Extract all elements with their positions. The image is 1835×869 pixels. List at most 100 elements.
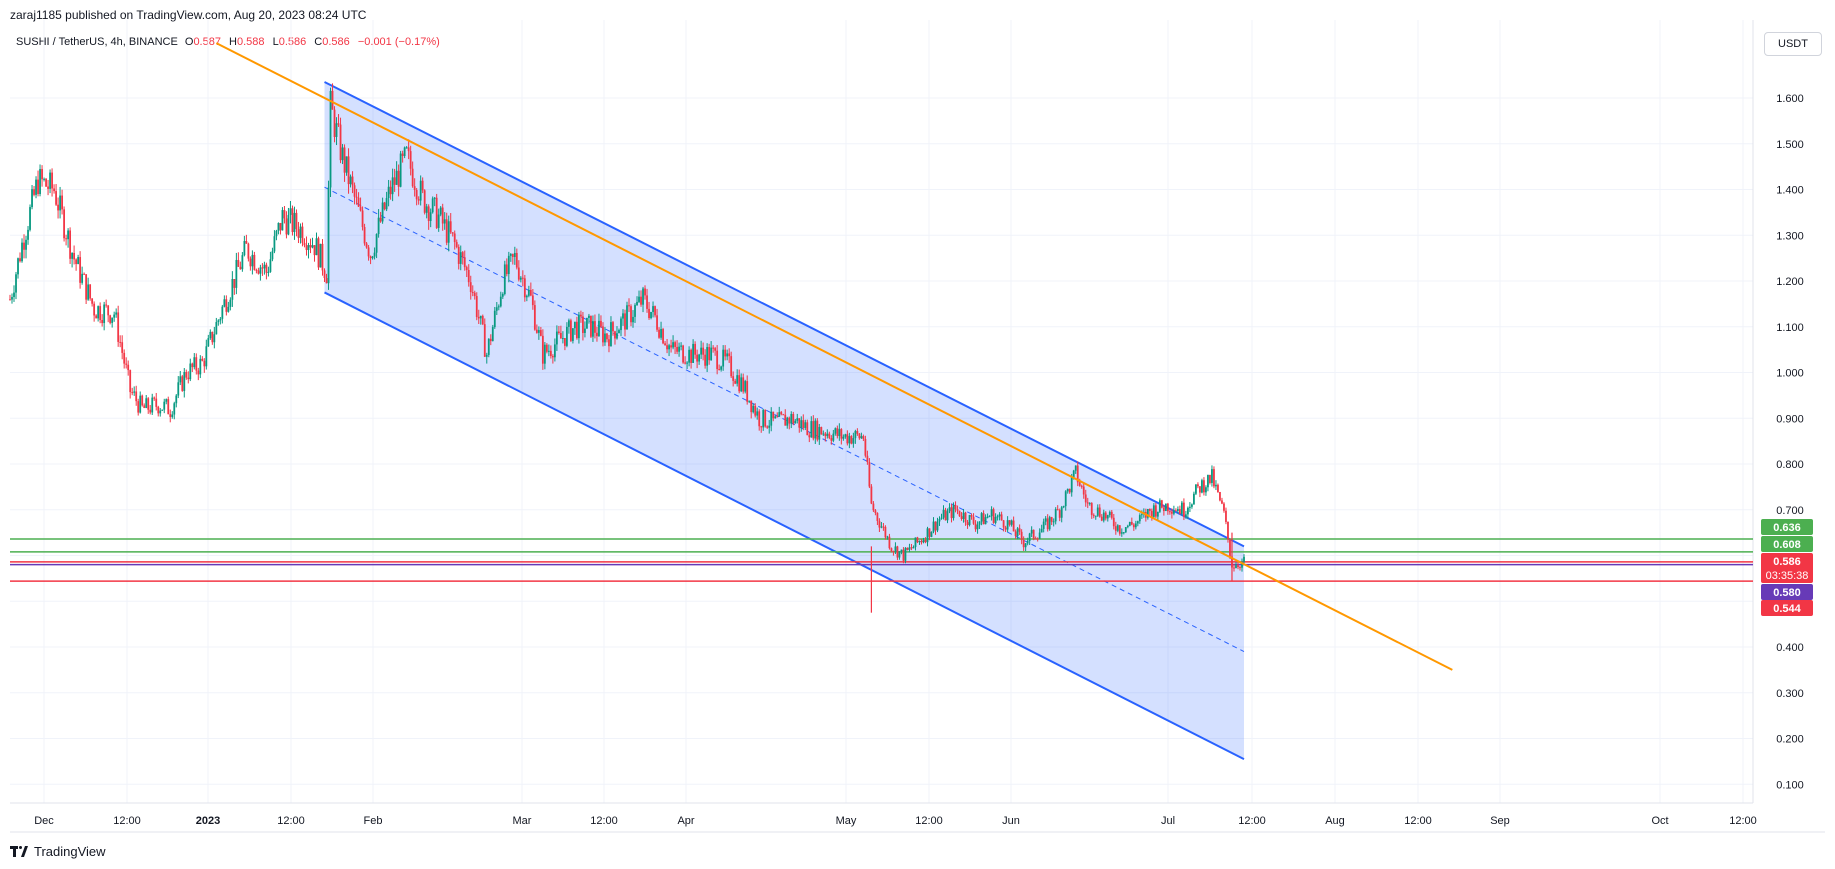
candle-body — [858, 433, 861, 439]
candle-body — [1074, 465, 1077, 471]
candle-body — [842, 436, 845, 439]
candle-body — [700, 347, 703, 355]
candle-body — [33, 189, 35, 195]
candle-body — [950, 507, 953, 519]
x-tick-label: 2023 — [196, 815, 220, 827]
candle-body — [475, 296, 478, 317]
candle-body — [892, 551, 895, 553]
candle-body — [998, 514, 1001, 517]
candle-body — [517, 267, 520, 280]
candle-body — [796, 418, 799, 421]
y-tick-label: 0.300 — [1776, 688, 1804, 700]
currency-button[interactable]: USDT — [1764, 32, 1822, 56]
candle-body — [221, 306, 224, 319]
candle-body — [904, 547, 907, 561]
candle-body — [383, 202, 386, 210]
candle-body — [828, 433, 831, 439]
candle-body — [1078, 482, 1081, 486]
low-value: 0.586 — [278, 36, 307, 48]
candle-body — [930, 531, 933, 537]
candle-body — [750, 400, 753, 413]
candle-body — [1148, 509, 1151, 511]
candle-body — [1112, 517, 1115, 527]
candle-body — [660, 329, 662, 338]
candle-body — [806, 422, 809, 436]
candle-body — [1239, 567, 1241, 569]
candle-body — [199, 358, 202, 375]
candle-body — [620, 318, 622, 331]
candle-body — [423, 190, 426, 213]
change-value: −0.001 (−0.17%) — [357, 36, 440, 48]
candle-body — [525, 295, 528, 298]
candle-body — [529, 289, 532, 296]
candle-body — [129, 370, 132, 393]
candle-body — [670, 345, 672, 348]
close-label: C — [314, 36, 323, 48]
candle-body — [313, 245, 316, 256]
candle-body — [163, 401, 166, 410]
candle-body — [1199, 486, 1201, 493]
candle-body — [1064, 491, 1067, 507]
candle-body — [189, 363, 192, 380]
candle-body — [786, 417, 789, 426]
candle-body — [846, 434, 849, 444]
candle-body — [1185, 514, 1187, 517]
candle-body — [1082, 486, 1085, 495]
candle-body — [505, 264, 508, 275]
candle-body — [143, 405, 146, 408]
candle-body — [373, 252, 376, 257]
candle-body — [896, 546, 899, 558]
candle-body — [165, 399, 168, 402]
candle-body — [1180, 502, 1183, 514]
candle-body — [535, 329, 538, 333]
candle-body — [1170, 511, 1173, 514]
candle-body — [1174, 510, 1177, 512]
candle-body — [147, 398, 150, 410]
candle-body — [762, 409, 765, 428]
candle-body — [27, 229, 29, 240]
candle-body — [169, 414, 172, 417]
x-tick-label: 12:00 — [1404, 815, 1432, 827]
candle-body — [275, 230, 278, 237]
candle-body — [37, 179, 39, 195]
candle-body — [772, 411, 775, 419]
candle-body — [1203, 480, 1205, 493]
candle-body — [391, 177, 394, 195]
candle-body — [105, 304, 108, 306]
candle-body — [219, 318, 222, 321]
candle-body — [926, 528, 929, 543]
candle-body — [51, 172, 53, 189]
candle-body — [1114, 526, 1117, 531]
candle-body — [277, 222, 280, 231]
candle-body — [1205, 487, 1207, 493]
candle-body — [241, 255, 244, 270]
candle-body — [856, 430, 859, 434]
candle-body — [309, 245, 312, 248]
channel-lower-line — [324, 291, 1245, 760]
price-badge-bg — [1761, 584, 1813, 600]
candle-body — [638, 296, 640, 302]
candle-body — [441, 207, 444, 224]
candle-body — [113, 314, 116, 318]
candle-body — [1034, 538, 1037, 540]
channel-midline — [324, 186, 1245, 653]
candle-body — [716, 350, 719, 370]
candle-body — [1104, 512, 1107, 519]
tradingview-logo[interactable]: TradingView — [10, 844, 106, 859]
candle-body — [776, 416, 779, 418]
price-badge: 0.608 — [1761, 536, 1813, 552]
candle-body — [211, 331, 214, 343]
candle-body — [1040, 528, 1043, 533]
candle-body — [75, 259, 78, 265]
candle-body — [874, 510, 877, 513]
candle-body — [736, 375, 739, 384]
y-tick-label: 0.100 — [1776, 779, 1804, 791]
candle-body — [515, 252, 518, 268]
candle-body — [59, 195, 61, 211]
candle-body — [257, 270, 260, 274]
candle-body — [1213, 469, 1215, 487]
candle-body — [173, 403, 176, 415]
candle-body — [578, 314, 580, 339]
candle-body — [1215, 484, 1217, 487]
